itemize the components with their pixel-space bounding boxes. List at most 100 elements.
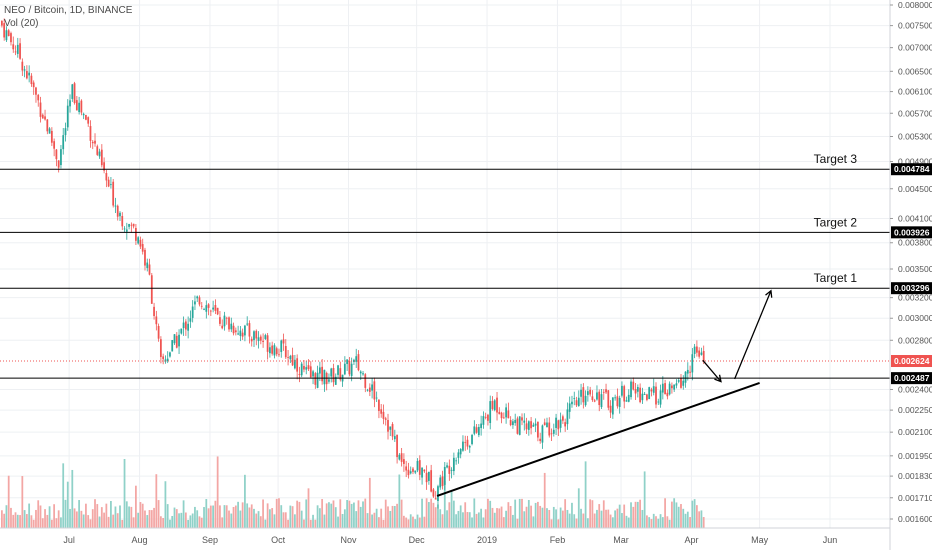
- candle-body: [448, 465, 451, 474]
- candle-body: [425, 472, 428, 483]
- volume-bar: [514, 499, 517, 528]
- grid-layer: [0, 0, 890, 528]
- candle-body: [621, 385, 623, 396]
- candle-body: [552, 429, 555, 434]
- candle-body: [693, 346, 696, 354]
- volume-bar: [157, 500, 160, 528]
- volume-bar: [425, 498, 428, 528]
- arrow-shaft: [734, 290, 772, 380]
- volume-bar: [632, 506, 635, 528]
- volume-bar: [130, 506, 133, 528]
- candle-body: [611, 397, 614, 415]
- candle-body: [144, 249, 146, 266]
- candle-body: [439, 477, 442, 488]
- candle-body: [505, 407, 507, 418]
- candle-body: [96, 146, 99, 155]
- volume-bar: [623, 504, 626, 528]
- candle-body: [57, 160, 60, 168]
- volume-bar: [125, 501, 128, 528]
- candle-body: [64, 128, 67, 136]
- candle-body: [534, 423, 537, 426]
- volume-bar: [627, 517, 630, 528]
- volume-bar: [630, 502, 632, 528]
- volume-bar: [482, 517, 485, 528]
- volume-bar: [205, 499, 208, 528]
- candle-body: [173, 334, 176, 344]
- candle-body: [584, 395, 587, 406]
- volume-bar: [618, 504, 621, 528]
- candle-body: [409, 471, 412, 474]
- candle-body: [228, 317, 230, 330]
- volume-layer: [1, 456, 705, 528]
- candle-body: [657, 401, 660, 403]
- candle-body: [71, 84, 74, 99]
- volume-bar: [207, 508, 210, 528]
- candle-body: [468, 446, 471, 448]
- volume-bar: [471, 517, 473, 528]
- volume-bar: [230, 513, 233, 528]
- candle-body: [155, 316, 158, 325]
- candle-body: [577, 397, 580, 406]
- volume-bar: [523, 511, 526, 528]
- volume-bar: [100, 507, 103, 528]
- volume-bar: [48, 506, 51, 528]
- volume-bar: [221, 517, 224, 528]
- candle-body: [307, 365, 310, 370]
- volume-bar: [362, 501, 364, 528]
- candle-body: [1, 20, 3, 26]
- candle-body: [112, 181, 115, 206]
- volume-bar: [691, 500, 694, 528]
- volume-bar: [78, 500, 80, 528]
- candle-body: [464, 442, 467, 444]
- x-tick-label: Sep: [202, 535, 218, 545]
- y-tick-label: 0.002250: [898, 405, 932, 415]
- volume-bar: [89, 519, 92, 528]
- volume-bar: [598, 504, 601, 528]
- candle-body: [39, 102, 42, 117]
- volume-bar: [353, 502, 355, 528]
- candle-body: [209, 310, 212, 312]
- candle-body: [187, 323, 190, 331]
- candle-body: [427, 471, 430, 481]
- candle-body: [400, 453, 403, 462]
- volume-bar: [446, 510, 448, 528]
- candle-body: [443, 466, 446, 485]
- volume-bar: [455, 514, 458, 528]
- candle-body: [573, 398, 576, 399]
- volume-bar: [53, 504, 56, 528]
- y-tick-label: 0.004100: [898, 213, 932, 223]
- candle-body: [568, 403, 571, 412]
- volume-bar: [423, 516, 426, 528]
- candle-body: [695, 346, 698, 353]
- level-label: Target 3: [814, 152, 858, 166]
- candle-body: [607, 390, 610, 408]
- candle-body: [680, 378, 682, 388]
- candle-body: [225, 317, 228, 319]
- candle-body: [98, 151, 101, 157]
- volume-bar: [541, 507, 544, 528]
- volume-bar: [216, 456, 219, 528]
- volume-bar: [114, 506, 117, 528]
- candle-body: [241, 332, 244, 337]
- candle-body: [489, 401, 492, 424]
- volume-bar: [655, 516, 657, 528]
- volume-bar: [686, 511, 689, 528]
- volume-bar: [702, 517, 705, 528]
- candle-body: [119, 212, 121, 217]
- candle-body: [616, 396, 619, 407]
- candle-body: [287, 357, 289, 358]
- candle-body: [293, 359, 296, 369]
- volume-bar: [457, 510, 460, 528]
- volume-bar: [189, 515, 192, 528]
- volume-bar: [537, 501, 539, 528]
- volume-bar: [450, 491, 453, 528]
- y-tick-label: 0.003200: [898, 293, 932, 303]
- candle-body: [121, 216, 124, 227]
- candle-body: [630, 381, 632, 398]
- candle-body: [353, 359, 355, 362]
- candle-body: [10, 33, 12, 43]
- volume-bar: [10, 507, 12, 528]
- volume-bar: [416, 514, 419, 528]
- candle-body: [593, 400, 596, 402]
